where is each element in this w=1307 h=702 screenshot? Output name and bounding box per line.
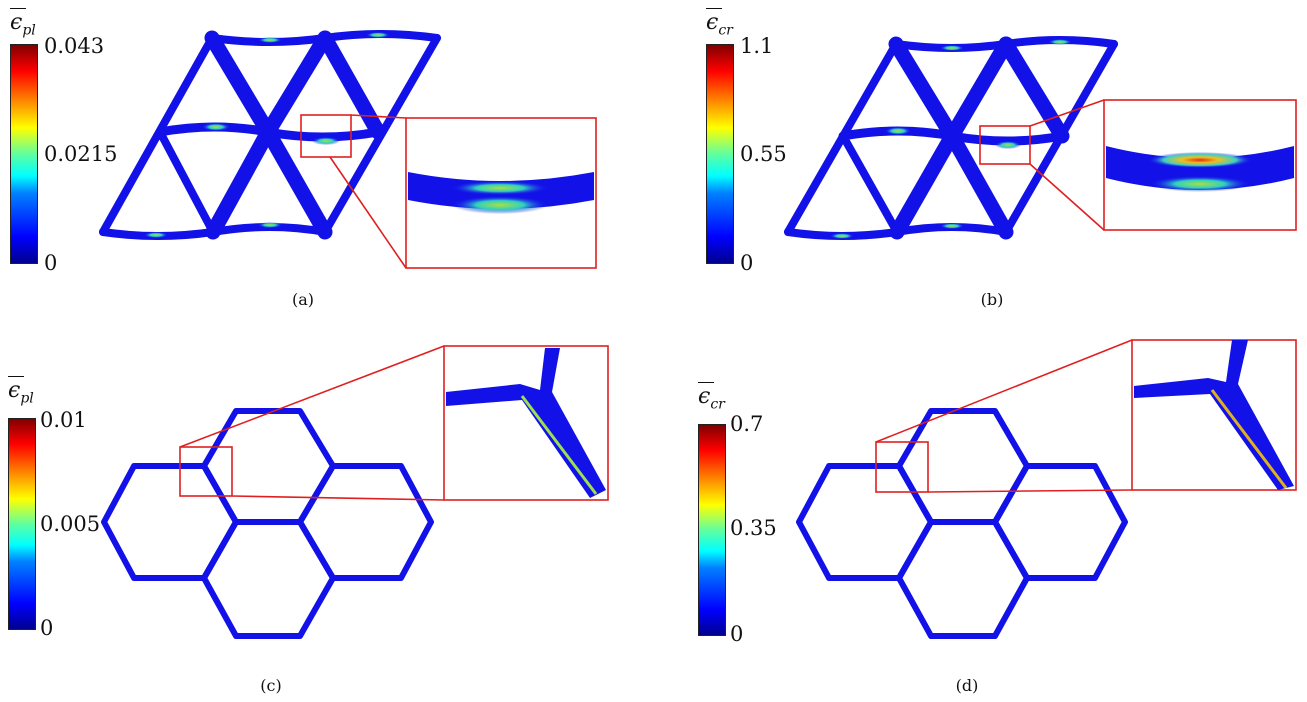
caption: (c) [260,676,282,695]
colorbar-tick-mid: 0.005 [40,512,101,536]
colorbar [698,424,726,636]
colorbar [10,44,38,264]
caption: (a) [291,290,315,309]
triangular-lattice-a [99,30,441,240]
colorbar-title: ϵpl [10,8,36,39]
zoom-box-d [875,339,1297,493]
colorbar [8,418,36,630]
honeycomb-d [796,408,1128,639]
zoom-box-c [179,345,609,501]
zoom-inset-d [1134,340,1294,490]
zoom-box-b [979,99,1297,231]
colorbar-tick-min: 0 [40,616,54,640]
colorbar-tick-min: 0 [730,622,744,646]
colorbar-tick-mid: 0.55 [740,142,787,166]
colorbar-tick-max: 0.7 [730,412,764,436]
zoom-inset-c [446,348,606,498]
caption: (b) [980,290,1004,309]
triangular-lattice-b [784,36,1118,240]
zoom-box-a [300,114,597,269]
colorbar-tick-mid: 0.35 [730,516,777,540]
colorbar-tick-max: 0.043 [44,34,105,58]
colorbar-title: ϵpl [8,376,34,407]
colorbar-tick-min: 0 [740,251,754,275]
honeycomb-c [101,408,434,639]
colorbar-title: ϵcr [706,8,733,39]
colorbar-tick-max: 0.01 [40,408,87,432]
colorbar [706,44,734,264]
colorbar-title: ϵcr [698,382,725,413]
colorbar-tick-min: 0 [44,251,58,275]
zoom-inset-a [408,172,594,214]
caption: (d) [955,676,979,695]
colorbar-tick-max: 1.1 [740,34,774,58]
colorbar-tick-mid: 0.0215 [44,142,118,166]
zoom-inset-b [1106,146,1294,192]
